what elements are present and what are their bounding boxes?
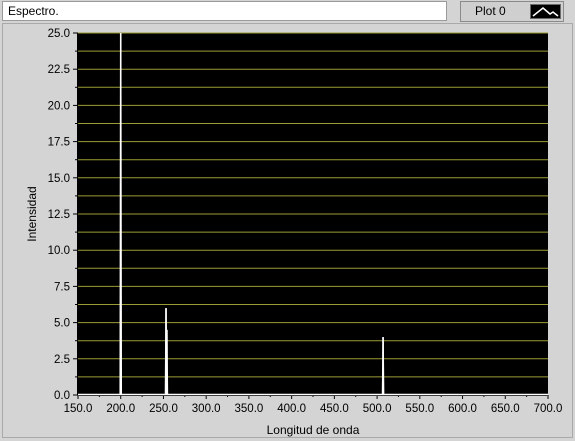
plot-legend[interactable]: Plot 0	[460, 1, 564, 22]
y-tick-label: 7.5	[54, 281, 70, 293]
y-tick-label: 17.5	[48, 137, 70, 149]
y-tick-label: 2.5	[54, 354, 70, 366]
y-tick-label: 22.5	[48, 64, 70, 76]
line-plot-icon	[530, 4, 561, 19]
y-tick-label: 5.0	[54, 318, 70, 330]
y-axis-title: Intensidad	[25, 186, 39, 241]
x-axis-title: Longitud de onda	[267, 423, 360, 437]
x-tick-label: 700.0	[534, 403, 563, 415]
y-tick-label: 0.0	[54, 390, 70, 402]
y-tick-label: 20.0	[48, 100, 70, 112]
y-tick-label: 12.5	[48, 209, 70, 221]
x-tick-label: 200.0	[106, 403, 135, 415]
x-tick-label: 350.0	[235, 403, 264, 415]
x-tick-label: 150.0	[64, 403, 93, 415]
x-tick-label: 400.0	[277, 403, 306, 415]
x-tick-label: 600.0	[448, 403, 477, 415]
grid-lines	[78, 32, 548, 378]
x-tick-label: 250.0	[149, 403, 178, 415]
y-tick-label: 15.0	[48, 173, 70, 185]
y-tick-label: 25.0	[48, 28, 70, 40]
y-axis: 0.0 2.5 5.0 7.5 10.0 12.5 15.0 17.5 20.0 22.5 25.0	[48, 28, 78, 402]
x-tick-label: 500.0	[363, 403, 392, 415]
graph-title: Espectro.	[2, 1, 447, 21]
x-tick-label: 550.0	[405, 403, 434, 415]
x-tick-label: 300.0	[192, 403, 221, 415]
spectrum-trace	[78, 32, 548, 396]
x-axis: 150.0 200.0 250.0 300.0 350.0 400.0 450.0 500.0…	[64, 395, 563, 415]
legend-plot-label: Plot 0	[475, 4, 506, 18]
x-tick-label: 450.0	[320, 403, 349, 415]
x-tick-label: 650.0	[491, 403, 520, 415]
y-tick-label: 10.0	[48, 245, 70, 257]
